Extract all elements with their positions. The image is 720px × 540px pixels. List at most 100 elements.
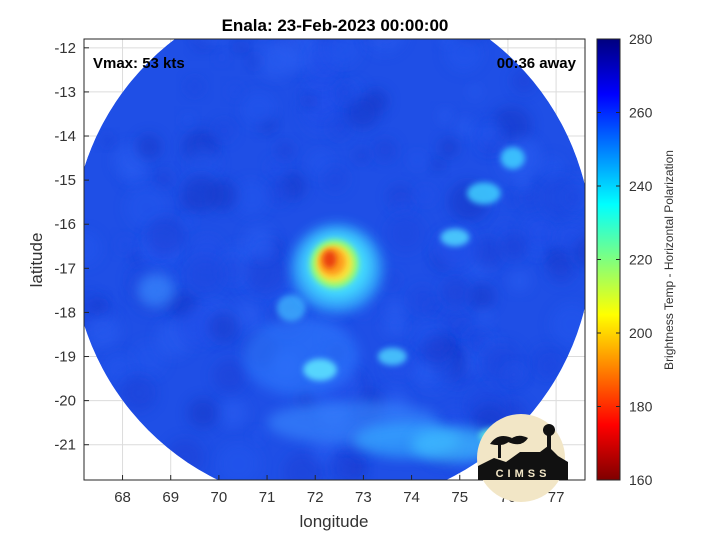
cimss-logo: CIMSS <box>477 414 568 502</box>
colorbar-tick-label: 180 <box>629 399 653 415</box>
texture-blob <box>426 299 443 316</box>
texture-blob <box>550 302 585 346</box>
x-tick-label: 69 <box>162 489 179 506</box>
texture-blob <box>233 180 269 216</box>
texture-blob <box>322 166 348 192</box>
texture-blob <box>475 119 504 148</box>
storm-features <box>136 147 525 463</box>
texture-blob <box>468 283 496 311</box>
texture-blob <box>215 51 229 65</box>
texture-blob <box>573 236 585 269</box>
logo-dish-icon <box>490 436 512 446</box>
texture-blob <box>267 158 287 178</box>
texture-blob <box>539 156 565 182</box>
colorbar-tick-label: 160 <box>629 472 653 488</box>
colorbar-tick-label: 260 <box>629 105 653 121</box>
colorbar-label: Brightness Temp - Horizontal Polarizatio… <box>662 150 676 370</box>
rain-band <box>411 427 499 463</box>
time-offset-label: 00:36 away <box>497 55 577 72</box>
y-tick-label: -13 <box>54 84 76 101</box>
texture-blob <box>154 170 173 188</box>
y-tick-label: -21 <box>54 437 76 454</box>
rain-band <box>242 316 359 397</box>
texture-blob <box>334 82 356 104</box>
texture-blob <box>509 270 531 292</box>
convective-cell <box>303 358 337 381</box>
texture-blob <box>125 186 169 229</box>
texture-blob <box>324 39 362 67</box>
texture-blob <box>227 84 243 100</box>
texture-blob <box>181 214 195 228</box>
texture-blob <box>529 243 545 259</box>
texture-blob <box>247 54 261 69</box>
colorbar-tick-label: 240 <box>629 178 653 194</box>
texture-blob <box>182 174 221 212</box>
y-tick-label: -20 <box>54 393 76 410</box>
texture-blob <box>373 138 397 162</box>
texture-blob <box>213 119 235 142</box>
texture-blob <box>393 197 413 217</box>
logo-text: CIMSS <box>496 468 551 480</box>
texture-blob <box>275 141 294 160</box>
texture-blob <box>187 398 219 429</box>
texture-blob <box>541 356 562 377</box>
texture-blob <box>146 217 184 255</box>
colorbar: 280 260 240 220 200 180 160 Brightness Temp - … <box>596 31 676 488</box>
texture-blob <box>506 192 520 206</box>
colorbar-tick-label: 280 <box>629 31 653 47</box>
texture-blob <box>500 233 527 260</box>
vmax-label: Vmax: 53 kts <box>93 55 185 72</box>
texture-blob <box>385 0 401 2</box>
x-tick-label: 72 <box>307 489 324 506</box>
texture-blob <box>265 180 291 206</box>
y-tick-label: -14 <box>54 128 76 145</box>
y-tick-label: -12 <box>54 40 76 57</box>
texture-blob <box>181 113 195 128</box>
texture-blob <box>89 298 106 314</box>
texture-blob <box>250 429 265 444</box>
texture-blob <box>386 214 426 253</box>
colorbar-ticks: 280 260 240 220 200 180 160 <box>597 31 653 488</box>
convective-cell <box>136 272 176 309</box>
x-tick-label: 77 <box>548 489 565 506</box>
texture-blob <box>382 271 401 290</box>
texture-blob <box>175 310 213 348</box>
texture-blob <box>563 187 583 208</box>
logo-banner <box>478 466 568 480</box>
texture-blob <box>186 256 224 294</box>
logo-tower-icon <box>547 432 551 450</box>
texture-blob <box>408 151 426 169</box>
texture-blob <box>302 94 316 108</box>
texture-blob <box>185 77 204 96</box>
colorbar-tick-label: 220 <box>629 252 653 268</box>
texture-blob <box>234 41 248 54</box>
convective-cell <box>377 347 407 366</box>
texture-blob <box>472 237 504 269</box>
texture-blob <box>132 342 166 376</box>
texture-blob <box>120 375 157 412</box>
texture-blob <box>416 186 435 205</box>
texture-blob <box>477 308 493 325</box>
texture-blob <box>455 117 476 138</box>
x-tick-label: 68 <box>114 489 131 506</box>
texture-blob <box>468 85 482 98</box>
texture-blob <box>216 442 261 480</box>
axes-frame <box>83 38 586 481</box>
texture-blob <box>200 135 216 151</box>
texture-blob <box>444 39 483 72</box>
texture-blob <box>218 256 246 284</box>
texture-blob <box>538 176 581 218</box>
texture-blob <box>241 91 277 127</box>
texture-blob <box>187 148 220 181</box>
texture-blob <box>353 147 370 164</box>
texture-blob <box>438 137 459 158</box>
texture-blob <box>438 108 453 124</box>
texture-blob <box>325 0 351 9</box>
texture-blob <box>192 39 213 51</box>
texture-blob <box>414 361 435 382</box>
texture-blob <box>432 158 445 172</box>
x-tick-label: 71 <box>259 489 276 506</box>
colorbar-tick-label: 200 <box>629 325 653 341</box>
logo-dish-stand <box>498 444 501 458</box>
